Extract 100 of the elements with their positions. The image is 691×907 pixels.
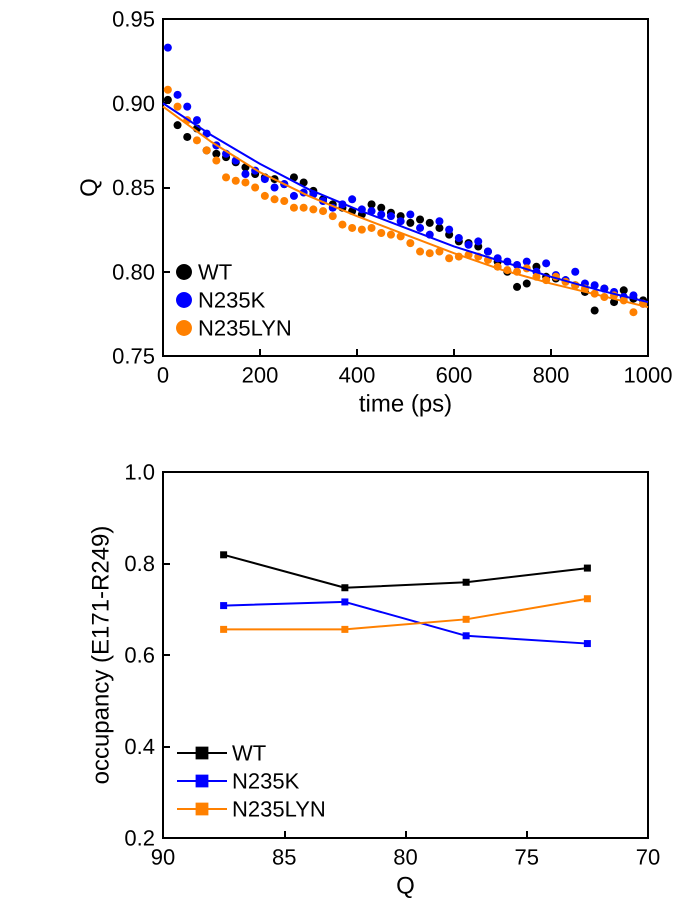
point [220,551,228,558]
point [174,121,182,130]
y-tick-label: 0.6 [124,642,155,668]
legend-label: N235K [198,288,266,312]
point [341,584,348,592]
point [584,640,591,648]
point [212,150,220,158]
x-tick-label: 85 [272,844,296,870]
y-tick-label: 0.95 [112,6,155,32]
x-axis-title: Q [396,872,415,900]
point [445,226,454,234]
x-tick-label: 600 [436,362,472,388]
legend-label: WT [232,740,266,766]
legend-label: N235LYN [198,316,292,340]
point [290,204,298,212]
y-tick-label: 0.8 [124,551,155,576]
x-tick-label: 400 [338,362,376,388]
point [192,136,201,144]
legend-label: N235K [232,768,300,794]
point [416,248,424,256]
y-tick-label: 1.0 [124,460,155,484]
point [348,195,356,204]
point [270,184,279,192]
point [174,102,182,111]
point [542,259,550,268]
x-tick-label: 0 [156,362,170,388]
point [341,626,348,633]
point [522,280,531,288]
point [309,205,318,214]
y-tick-label: 0.4 [124,734,155,759]
point [590,306,599,315]
point [338,220,346,229]
point [416,216,424,224]
point [183,102,192,111]
point [280,196,288,205]
point [241,178,250,186]
point [462,578,470,586]
y-tick-label: 0.85 [112,175,155,200]
x-tick-label: 70 [636,844,660,870]
point [348,224,356,232]
y-tick-label: 0.80 [112,259,155,284]
point [241,170,250,178]
point [426,249,434,258]
point [454,234,463,242]
point [445,254,454,262]
legend-label: WT [198,260,232,284]
point [260,192,269,200]
point [474,237,482,246]
point [513,282,522,291]
point [584,595,591,602]
point [386,230,395,239]
point [212,156,220,165]
point [232,176,240,185]
point [406,218,414,227]
x-axis-title: time (ps) [358,390,452,418]
x-tick-label: 200 [242,362,278,388]
point [300,204,308,212]
point [251,184,260,192]
point [290,192,298,200]
point [620,286,628,294]
point [164,96,172,104]
point [368,200,376,208]
point [222,173,230,182]
point [270,195,279,204]
point [406,239,414,248]
point [377,228,386,237]
y-tick-label: 0.75 [112,344,155,368]
x-tick-label: 75 [514,844,539,870]
point [629,308,638,316]
point [164,86,172,94]
point [220,626,228,633]
point [386,212,395,220]
point [522,258,531,266]
point [377,204,386,212]
point [584,564,591,572]
point [174,90,182,99]
y-axis-title: Q [76,178,103,197]
x-tick-label: 80 [393,844,418,870]
point [220,602,228,610]
point [319,207,328,216]
point [192,116,201,124]
x-tick-label: 800 [532,362,570,388]
y-axis-title: occupancy (E171-R249) [88,526,114,784]
point [435,224,444,232]
point [328,212,337,220]
point [571,268,580,276]
point [416,224,424,232]
y-tick-label: 0.90 [112,90,155,116]
point [406,210,414,218]
point [358,226,366,234]
point [377,210,386,218]
point [183,132,192,141]
point [164,44,172,52]
point [426,218,434,227]
point [368,224,376,232]
point [396,217,405,226]
x-tick-label: 1000 [624,362,672,388]
point [462,616,470,623]
point [462,632,470,640]
point [435,217,444,226]
